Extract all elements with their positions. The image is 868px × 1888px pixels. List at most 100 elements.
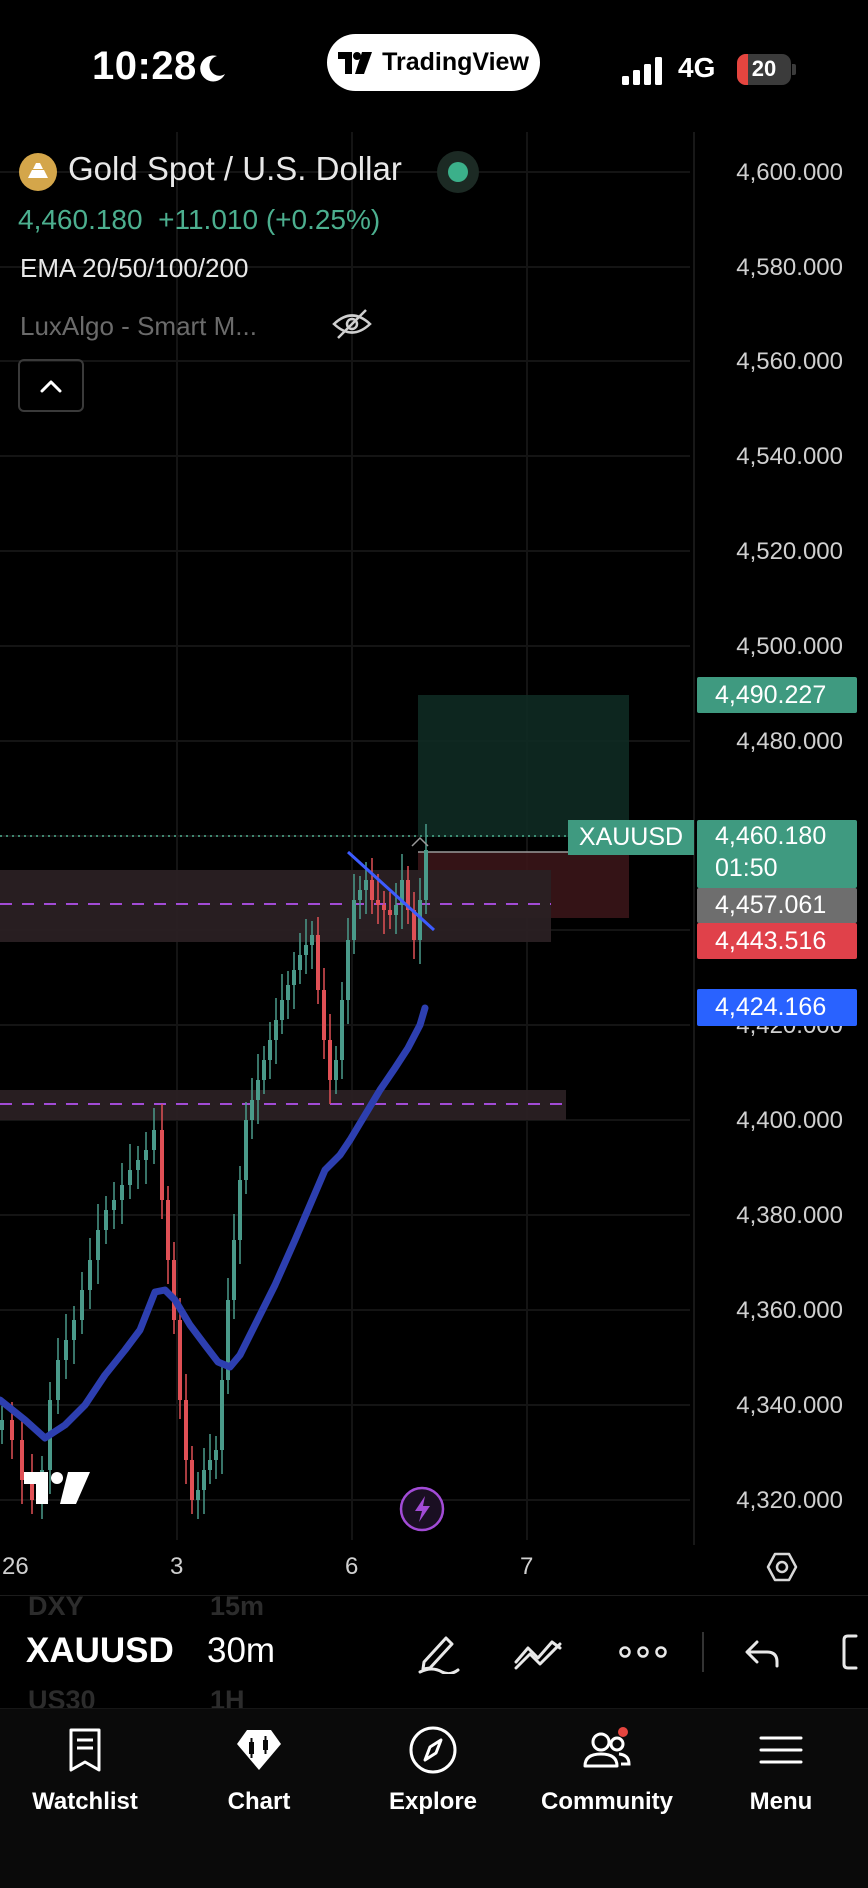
candle-body: [0, 1420, 4, 1430]
symbol-title[interactable]: Gold Spot / U.S. Dollar: [68, 150, 402, 187]
battery-cap: [792, 64, 796, 75]
price-axis-label: 4,600.000: [736, 159, 843, 186]
candle-body: [370, 880, 374, 900]
candle-body: [172, 1260, 176, 1320]
target-price-tag: 4,490.227: [697, 677, 857, 713]
ghost-symbol-above: DXY: [28, 1591, 84, 1621]
timeframe-selector[interactable]: 30m: [207, 1631, 276, 1670]
eye-hidden-icon[interactable]: [332, 307, 372, 341]
indicator-ema-label[interactable]: EMA 20/50/100/200: [20, 253, 249, 283]
candle-body: [280, 1000, 284, 1020]
candle-body: [382, 905, 386, 910]
candle-body: [202, 1470, 206, 1490]
gold-icon: [19, 153, 57, 191]
time-axis-label: 3: [170, 1553, 184, 1580]
time-axis-label: 7: [520, 1553, 534, 1580]
ema-line: [0, 1004, 429, 1442]
price-chart[interactable]: [0, 132, 868, 1575]
price-axis-label: 4,580.000: [736, 254, 843, 281]
battery-indicator: 20: [737, 54, 791, 85]
candle-body: [334, 1060, 338, 1080]
more-icon[interactable]: [617, 1630, 669, 1674]
nav-label: Menu: [749, 1788, 813, 1815]
candle-body: [340, 1000, 344, 1060]
tradingview-logo-icon: [338, 51, 373, 74]
candle-body: [412, 910, 416, 940]
candle-body: [30, 1480, 34, 1500]
candle-body: [244, 1120, 248, 1180]
price-change: 4,460.180 +11.010 (+0.25%): [18, 204, 381, 235]
candle-body: [298, 955, 302, 970]
candle-body: [262, 1060, 266, 1080]
price-axis-label: 4,380.000: [736, 1202, 843, 1229]
candle-body: [310, 935, 314, 945]
symbol-tag: XAUUSD: [568, 820, 694, 855]
last-price-value: 4,460.180: [715, 822, 827, 850]
candle-body: [136, 1160, 140, 1170]
nav-explore[interactable]: Explore: [348, 1720, 518, 1830]
menu-icon: [759, 1736, 803, 1764]
candle-body: [56, 1360, 60, 1400]
candle-body: [144, 1150, 148, 1160]
price-axis-label: 4,500.000: [736, 633, 843, 660]
position-target-zone: [418, 695, 629, 837]
last-price-tag: 4,460.180 01:50: [697, 820, 857, 888]
candle-body: [316, 935, 320, 990]
toolbar-top-divider: [0, 1595, 868, 1596]
candle-body: [286, 985, 290, 1000]
candle-body: [190, 1460, 194, 1500]
candle-body: [152, 1130, 156, 1150]
price-axis-label: 4,340.000: [736, 1392, 843, 1419]
candle-body: [10, 1420, 14, 1440]
watchlist-icon: [69, 1728, 101, 1772]
time-axis-label: 6: [345, 1553, 359, 1580]
entry-price-tag: 4,457.061: [697, 888, 857, 923]
tradingview-pill[interactable]: TradingView: [327, 34, 540, 91]
chart-grid: [0, 132, 690, 1540]
indicators-icon[interactable]: [512, 1630, 564, 1674]
candle-body: [328, 1040, 332, 1080]
collapse-legend-button[interactable]: [18, 359, 84, 412]
price-axis-label: 4,360.000: [736, 1297, 843, 1324]
candle-body: [256, 1080, 260, 1100]
symbol-selector[interactable]: XAUUSD: [26, 1631, 174, 1670]
lightning-icon[interactable]: [399, 1486, 445, 1532]
toolbar-divider: [702, 1632, 704, 1672]
candle-body: [220, 1380, 224, 1450]
candle-body: [112, 1200, 116, 1210]
undo-icon[interactable]: [737, 1630, 789, 1674]
battery-level: [737, 54, 748, 85]
nav-chart[interactable]: Chart: [174, 1720, 344, 1830]
nav-label: Watchlist: [32, 1788, 138, 1815]
pen-icon[interactable]: [412, 1630, 464, 1674]
candle-body: [274, 1020, 278, 1040]
indicator-luxalgo-label[interactable]: LuxAlgo - Smart M...: [20, 311, 257, 341]
market-open-icon: [437, 151, 479, 193]
nav-watchlist[interactable]: Watchlist: [0, 1720, 170, 1830]
fullscreen-icon[interactable]: [840, 1630, 868, 1674]
candlestick-series: [0, 824, 428, 1519]
chart-icon: [237, 1730, 281, 1770]
nav-community[interactable]: Community: [522, 1720, 692, 1830]
candle-body: [394, 905, 398, 915]
ema-price-tag: 4,424.166: [697, 989, 857, 1026]
candle-body: [80, 1290, 84, 1320]
app-pill-label: TradingView: [382, 48, 529, 76]
price-axis-label: 4,560.000: [736, 348, 843, 375]
candle-body: [88, 1260, 92, 1290]
candle-body: [178, 1320, 182, 1400]
price-axis-label: 4,540.000: [736, 443, 843, 470]
candle-body: [96, 1230, 100, 1260]
demand-zone-lower: [0, 1090, 566, 1120]
network-type: 4G: [678, 52, 716, 83]
candle-body: [406, 880, 410, 910]
nav-menu[interactable]: Menu: [696, 1720, 866, 1830]
candle-body: [238, 1180, 242, 1240]
price-axis-label: 4,320.000: [736, 1487, 843, 1514]
chevron-up-icon: [40, 380, 62, 392]
candle-body: [400, 880, 404, 905]
candle-body: [196, 1490, 200, 1500]
candle-body: [352, 900, 356, 940]
chart-settings-icon[interactable]: [766, 1551, 798, 1583]
candle-body: [346, 940, 350, 1000]
